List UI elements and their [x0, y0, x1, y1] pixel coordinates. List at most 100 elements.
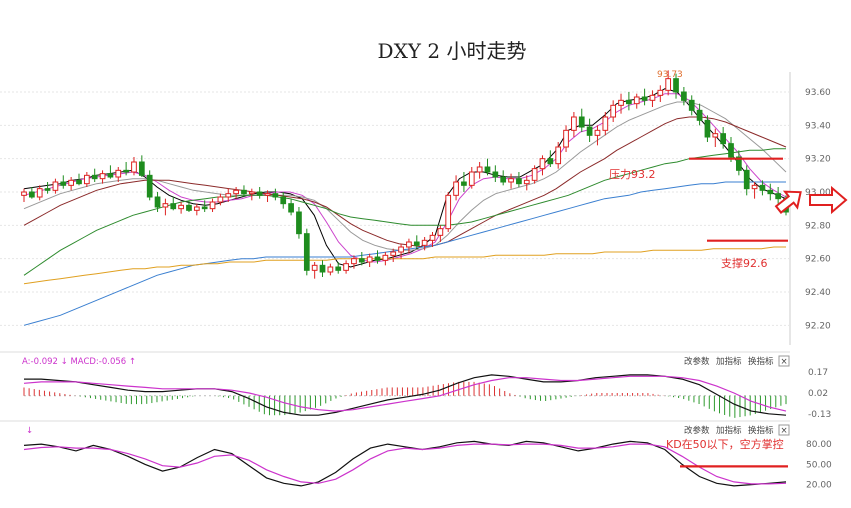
candle-body	[429, 234, 436, 241]
candle-body	[366, 256, 373, 263]
kd-switch-indicator-button[interactable]: 换指标	[748, 425, 774, 436]
price-tick-label: 92.60	[805, 255, 831, 265]
candle-body	[578, 116, 585, 128]
candle-body	[602, 116, 609, 131]
candle-body	[681, 91, 687, 101]
candle-body	[484, 166, 491, 173]
candle-body	[99, 173, 106, 180]
moving-average-line	[23, 101, 787, 251]
candle-body	[256, 191, 263, 196]
macd-tick-label: -0.13	[808, 410, 831, 420]
candle-body	[178, 204, 184, 210]
candle-body	[775, 193, 782, 200]
macd-axis-ticks: 0.17 0.02 -0.13	[808, 368, 831, 420]
macd-dif-line	[24, 374, 787, 416]
candle-body	[335, 266, 342, 271]
candle-body	[83, 174, 90, 185]
candle-body	[288, 203, 294, 213]
candle-body	[264, 193, 271, 196]
kd-close-icon: ×	[780, 426, 787, 436]
candle-body	[468, 171, 475, 186]
kd-note: KD在50以下，空方掌控	[666, 437, 784, 451]
candle-body	[476, 166, 483, 173]
candle-body	[610, 104, 617, 118]
candle-body	[154, 196, 161, 208]
candle-body	[170, 203, 177, 210]
moving-average-line	[23, 88, 787, 268]
macd-edit-params-button[interactable]: 改参数	[684, 356, 710, 367]
candle-body	[555, 146, 562, 165]
candle-body	[351, 258, 357, 265]
kd-edit-params-button[interactable]: 改参数	[684, 425, 710, 436]
candle-body	[563, 129, 569, 148]
candle-body	[665, 78, 672, 91]
kd-d-line	[23, 443, 787, 485]
price-tick-label: 93.20	[805, 155, 831, 165]
candle-body	[241, 189, 247, 195]
right-arrow-icon	[809, 185, 848, 215]
candle-body	[492, 171, 499, 178]
candle-body	[303, 233, 310, 271]
candle-body	[626, 99, 632, 105]
candle-body	[531, 168, 538, 181]
candle-body	[586, 126, 593, 136]
candle-body	[445, 194, 452, 230]
candle-body	[107, 173, 114, 178]
candle-body	[60, 181, 67, 186]
candle-body	[44, 188, 51, 191]
candle-body	[736, 156, 742, 171]
candle-body	[657, 89, 664, 96]
moving-average-line	[23, 246, 786, 285]
moving-average-line	[23, 181, 786, 326]
candle-body	[539, 158, 546, 170]
macd-toolbar: 改参数 加指标 换指标 ×	[684, 355, 790, 367]
kd-tick-label: 80.00	[806, 440, 832, 450]
candle-body	[618, 99, 624, 106]
price-axis-ticks: 93.60 93.40 93.20 93.00 92.80 92.60 92.40 92.20	[805, 88, 831, 331]
candle-body	[508, 178, 514, 183]
candle-body	[296, 211, 302, 235]
candle-body	[91, 174, 98, 180]
macd-close-box[interactable]	[778, 355, 790, 367]
price-gridlines	[0, 91, 790, 326]
moving-average-line	[23, 116, 787, 248]
candle-body	[751, 184, 758, 190]
candle-body	[131, 161, 137, 173]
candle-body	[68, 179, 74, 186]
price-tick-label: 92.80	[805, 221, 831, 231]
price-tick-label: 92.20	[805, 321, 831, 331]
kd-axis-ticks: 80.00 50.00 20.00	[806, 440, 832, 491]
chart-title: DXY 2 小时走势	[378, 39, 527, 63]
candle-body	[523, 179, 530, 185]
price-tick-label: 93.00	[805, 188, 831, 198]
macd-tick-label: 0.02	[808, 389, 828, 399]
candle-body	[571, 116, 577, 131]
candle-body	[712, 133, 719, 138]
candle-body	[398, 246, 404, 253]
candle-body	[36, 188, 43, 198]
macd-switch-indicator-button[interactable]: 换指标	[748, 356, 774, 367]
candle-body	[123, 169, 129, 173]
candle-body	[374, 256, 381, 261]
candle-body	[720, 133, 727, 145]
candle-body	[649, 94, 656, 101]
candle-body	[248, 191, 255, 195]
kd-close-box[interactable]	[778, 424, 790, 436]
macd-tick-label: 0.17	[808, 368, 828, 378]
moving-average-line	[23, 93, 787, 263]
candle-body	[382, 254, 389, 261]
resistance-label: 压力93.2	[609, 168, 656, 181]
support-label: 支撑92.6	[721, 256, 768, 270]
kd-add-indicator-button[interactable]: 加指标	[716, 425, 742, 436]
candle-body	[461, 181, 467, 186]
kd-tick-label: 50.00	[806, 460, 832, 470]
candle-body	[547, 158, 554, 165]
candle-body	[327, 266, 334, 273]
candle-body	[688, 99, 695, 111]
candle-body	[437, 228, 444, 236]
kd-series	[23, 440, 787, 487]
macd-add-indicator-button[interactable]: 加指标	[716, 356, 742, 367]
candle-body	[390, 251, 397, 256]
candle-body	[201, 206, 208, 210]
candle-body	[280, 196, 287, 205]
